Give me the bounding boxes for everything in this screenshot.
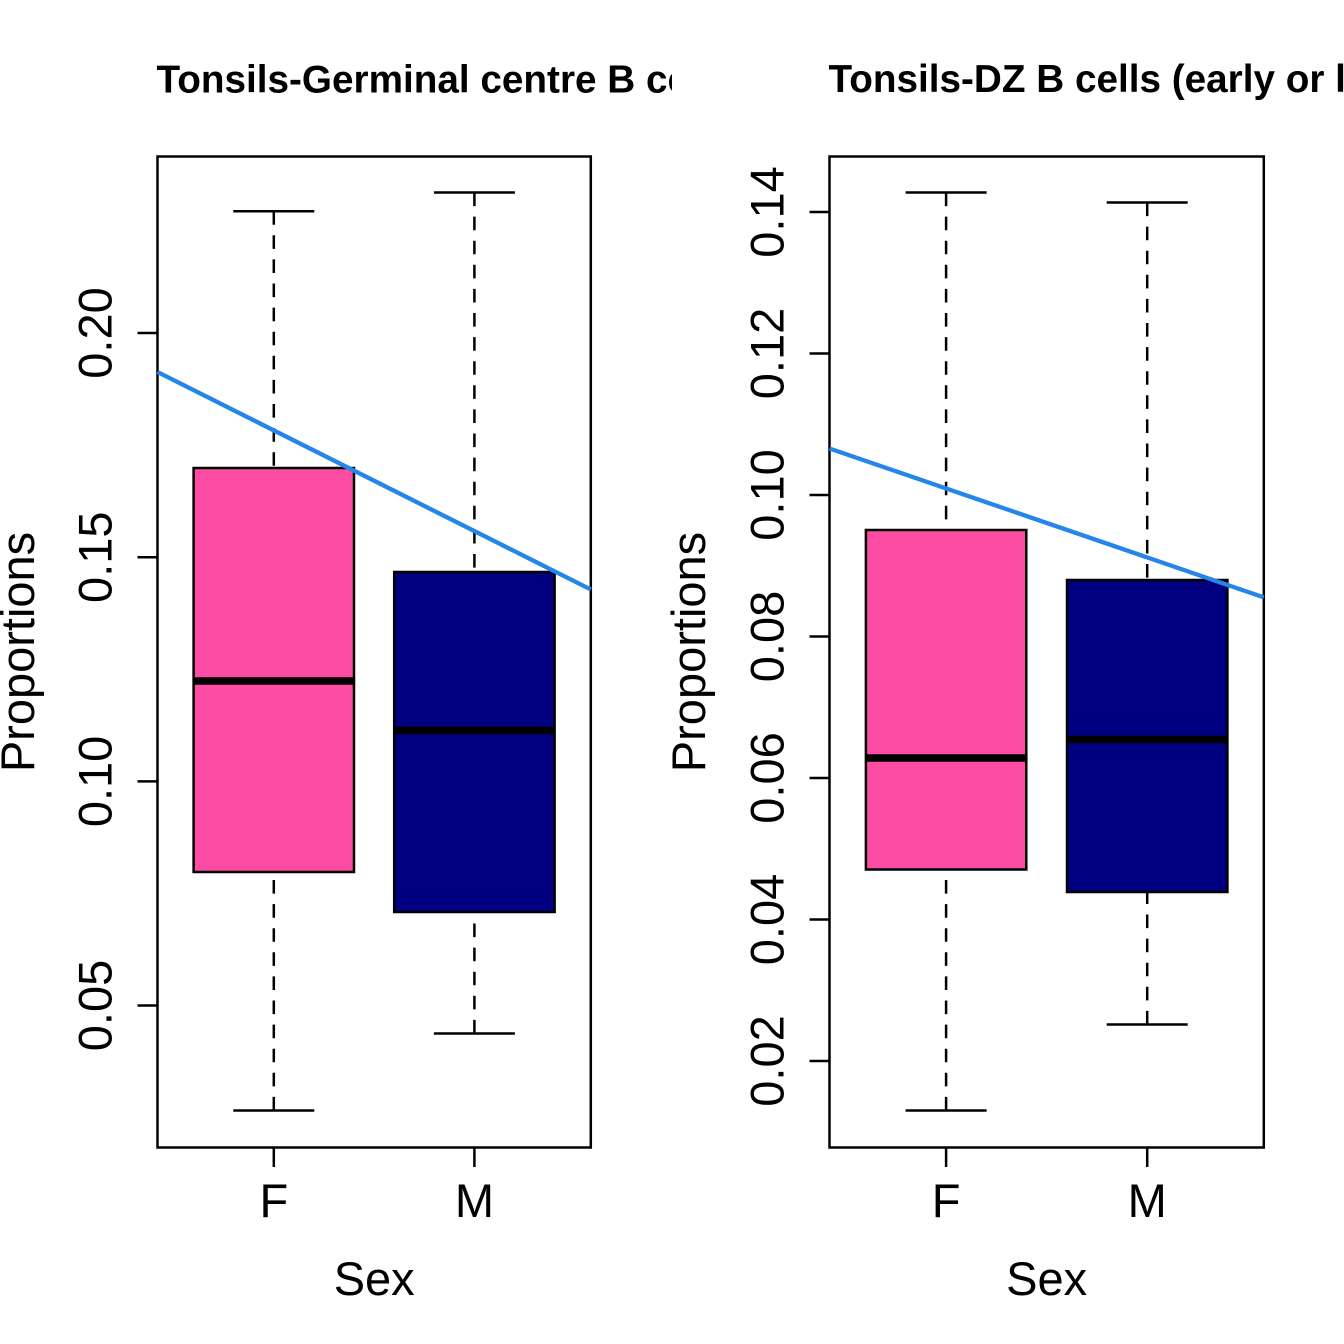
svg-text:0.08: 0.08: [741, 591, 794, 682]
svg-text:0.04: 0.04: [741, 874, 794, 965]
svg-text:M: M: [455, 1174, 494, 1227]
svg-text:M: M: [1128, 1174, 1167, 1227]
svg-text:F: F: [259, 1174, 288, 1227]
svg-text:0.10: 0.10: [741, 449, 794, 540]
svg-text:0.10: 0.10: [69, 736, 122, 827]
svg-text:0.02: 0.02: [741, 1015, 794, 1106]
svg-text:0.14: 0.14: [741, 166, 794, 257]
svg-text:Tonsils-DZ B cells (early or l: Tonsils-DZ B cells (early or late): [829, 58, 1344, 101]
svg-text:0.20: 0.20: [69, 287, 122, 378]
svg-text:Sex: Sex: [1006, 1252, 1087, 1305]
svg-text:Sex: Sex: [334, 1252, 415, 1305]
svg-text:Proportions: Proportions: [0, 532, 44, 772]
svg-text:0.05: 0.05: [69, 960, 122, 1051]
svg-text:F: F: [932, 1174, 961, 1227]
svg-text:0.15: 0.15: [69, 511, 122, 602]
svg-text:0.12: 0.12: [741, 308, 794, 399]
svg-text:Proportions: Proportions: [662, 532, 715, 772]
svg-text:0.06: 0.06: [741, 732, 794, 823]
svg-text:Tonsils-Germinal centre B cell: Tonsils-Germinal centre B cells: [157, 59, 733, 102]
